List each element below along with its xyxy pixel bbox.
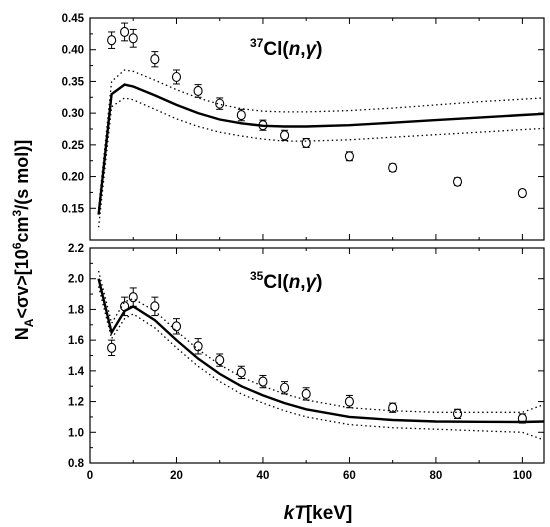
top-data-point (280, 130, 290, 141)
top-data-point (120, 26, 130, 38)
xlabel-unit: [keV] (306, 503, 352, 524)
bottom-xtick-label: 20 (170, 470, 183, 482)
bottom-xtick-label: 0 (87, 470, 93, 482)
bottom-axes-group: 0.8 1.0 1.2 1.4 1.6 1.8 2.0 2.2 0 20 40 60 80 100 (68, 243, 544, 482)
y-axis-title: NA<σv>[106cm3/(s mol)] (10, 140, 36, 340)
bottom-ytick-label: 1.0 (68, 427, 84, 439)
top-data-point (150, 54, 160, 65)
top-axes-group: 0.15 0.20 0.25 0.30 0.35 0.40 0.45 (62, 13, 544, 240)
bottom-label-mass: 35 (250, 269, 264, 283)
ylabel-n: N (12, 327, 32, 340)
top-data-point (128, 33, 138, 44)
bottom-ytick-label: 1.6 (68, 335, 84, 347)
bottom-series-group (97, 270, 545, 441)
bottom-ytick-label: 2.2 (68, 243, 84, 255)
bottom-label-element: Cl( (263, 272, 289, 293)
bottom-data-point (193, 341, 203, 352)
top-data-point (388, 162, 398, 173)
top-data-point (107, 35, 117, 46)
top-data-point (215, 98, 225, 109)
bottom-panel: 0.8 1.0 1.2 1.4 1.6 1.8 2.0 2.2 0 20 40 60 80 100 35C… (68, 243, 545, 482)
top-ytick-label: 0.30 (62, 108, 84, 120)
bottom-ytick-label: 1.2 (68, 397, 84, 409)
bottom-label-n: n (289, 272, 301, 293)
bottom-xtick-label: 100 (513, 470, 532, 482)
top-data-point (301, 137, 311, 149)
top-data-point (193, 85, 203, 96)
top-panel-label: 37Cl(n,γ) (250, 36, 322, 60)
bottom-data-point (107, 342, 117, 353)
bottom-data-point (452, 408, 463, 419)
bottom-dotted-curve (97, 286, 545, 441)
bottom-data-point (301, 388, 311, 399)
bottom-dotted-curve (97, 270, 545, 413)
bottom-ytick-label: 1.4 (68, 366, 85, 378)
ylabel-n-sub: A (22, 318, 36, 327)
top-label-n: n (289, 39, 301, 60)
top-label-gamma: γ (306, 39, 318, 60)
top-ytick-label: 0.35 (62, 76, 85, 88)
top-dotted-curve (97, 97, 545, 228)
top-data-point (344, 151, 354, 162)
bottom-data-point (388, 402, 398, 413)
top-series-group (97, 22, 545, 228)
top-label-mass: 37 (250, 36, 264, 50)
top-ytick-label: 0.40 (62, 45, 84, 57)
bottom-label-comma: , (300, 272, 305, 293)
bottom-xtick-label: 40 (257, 470, 270, 482)
top-label-comma: , (300, 39, 305, 60)
bottom-data-point (150, 301, 160, 312)
ylabel-units: /(s mol)] (12, 140, 32, 210)
top-dotted-curve (97, 69, 545, 209)
bottom-solid-curve (97, 278, 545, 424)
bottom-ytick-label: 1.8 (68, 304, 85, 316)
top-label-element: Cl( (263, 39, 289, 60)
top-data-point (171, 71, 182, 83)
xlabel-kt: kT (284, 503, 308, 524)
bottom-data-point (171, 321, 182, 332)
x-axis-title: kT[keV] (284, 503, 353, 524)
bottom-label-gamma: γ (306, 272, 318, 293)
bottom-data-point (344, 396, 354, 407)
top-label-close: ) (316, 39, 322, 60)
top-ytick-label: 0.25 (62, 140, 85, 152)
top-ytick-label: 0.20 (62, 172, 84, 184)
bottom-data-point (258, 376, 268, 387)
top-panel: 0.15 0.20 0.25 0.30 0.35 0.40 0.45 37Cl(n,γ) (62, 13, 545, 241)
bottom-data-point (236, 367, 246, 378)
top-solid-curve (97, 83, 545, 215)
bottom-data-point (280, 382, 290, 393)
top-data-point (236, 109, 246, 121)
bottom-xtick-label: 80 (430, 470, 443, 482)
top-ytick-label: 0.15 (62, 203, 85, 215)
bottom-ytick-label: 2.0 (68, 274, 84, 286)
top-data-point (517, 188, 527, 199)
ylabel-cm: cm (12, 216, 32, 242)
bottom-panel-label: 35Cl(n,γ) (250, 269, 322, 293)
bottom-ytick-label: 0.8 (68, 458, 85, 470)
bottom-data-point (215, 355, 225, 366)
ylabel-exp3: 3 (10, 209, 24, 216)
top-ytick-label: 0.45 (62, 13, 85, 25)
ylabel-sigmav: <σv>[10 (12, 249, 32, 318)
bottom-xtick-label: 60 (343, 470, 356, 482)
top-data-point (452, 176, 463, 187)
bottom-label-close: ) (316, 272, 322, 293)
ylabel-exp6: 6 (10, 242, 24, 249)
